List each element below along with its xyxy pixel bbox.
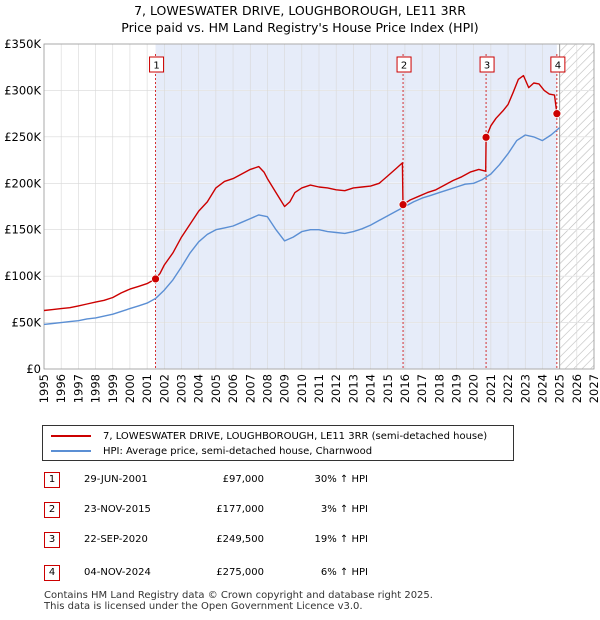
chart-title-line1: 7, LOWESWATER DRIVE, LOUGHBOROUGH, LE11 … xyxy=(134,3,466,18)
x-tick-label: 2002 xyxy=(157,374,171,403)
transaction-hpi: 19% ↑ HPI xyxy=(314,534,368,545)
x-tick-label: 2025 xyxy=(553,374,567,403)
x-tick-label: 2023 xyxy=(518,374,532,403)
x-tick-label: 2016 xyxy=(398,374,412,403)
y-tick-label: £200K xyxy=(4,176,41,190)
legend-item-hpi: HPI: Average price, semi-detached house,… xyxy=(51,444,372,458)
legend-swatch-hpi xyxy=(51,450,91,452)
y-tick-label: £350K xyxy=(4,37,41,51)
transaction-date: 23-NOV-2015 xyxy=(84,504,151,515)
chart-title-line2: Price paid vs. HM Land Registry's House … xyxy=(121,20,479,35)
x-tick-label: 2024 xyxy=(535,374,549,403)
footer-copyright: Contains HM Land Registry data © Crown c… xyxy=(44,590,433,601)
transaction-date: 22-SEP-2020 xyxy=(84,534,148,545)
legend-label-property: 7, LOWESWATER DRIVE, LOUGHBOROUGH, LE11 … xyxy=(103,430,488,442)
transaction-number: 1 xyxy=(44,472,60,488)
legend-item-property: 7, LOWESWATER DRIVE, LOUGHBOROUGH, LE11 … xyxy=(51,429,487,443)
x-tick-label: 2010 xyxy=(295,374,309,403)
sale-label: 2 xyxy=(401,61,407,72)
series-line-hpi xyxy=(43,127,561,326)
sale-label: 3 xyxy=(484,61,490,72)
x-tick-label: 2007 xyxy=(243,374,257,403)
sale-label: 1 xyxy=(153,61,159,72)
price-chart: £0 £50K £100K £150K £200K £250K £300K £350K 1995… xyxy=(4,37,600,403)
x-tick-label: 1998 xyxy=(89,374,103,403)
x-tick-label: 2008 xyxy=(260,374,274,403)
x-tick-label: 2009 xyxy=(278,374,292,403)
sale-point xyxy=(552,109,562,119)
x-tick-label: 2014 xyxy=(364,374,378,403)
transaction-row: 4 04-NOV-2024 £275,000 6% ↑ HPI xyxy=(44,565,504,581)
x-tick-label: 2005 xyxy=(209,374,223,403)
x-tick-label: 2012 xyxy=(329,374,343,403)
legend-swatch-property xyxy=(51,435,91,437)
legend-label-hpi: HPI: Average price, semi-detached house,… xyxy=(103,445,373,457)
transaction-row: 2 23-NOV-2015 £177,000 3% ↑ HPI xyxy=(44,502,504,518)
plot-border xyxy=(43,43,595,370)
transaction-price: £249,500 xyxy=(216,534,264,545)
series-line-property xyxy=(43,74,558,312)
x-tick-label: 2019 xyxy=(450,374,464,403)
sale-label-box xyxy=(479,56,495,73)
x-tick-label: 2006 xyxy=(226,374,240,403)
x-tick-label: 2004 xyxy=(192,374,206,403)
y-tick-label: £50K xyxy=(12,316,42,330)
legend: 7, LOWESWATER DRIVE, LOUGHBOROUGH, LE11 … xyxy=(42,425,514,461)
sale-point xyxy=(398,200,408,210)
transaction-hpi: 6% ↑ HPI xyxy=(320,567,368,578)
x-tick-label: 2020 xyxy=(467,374,481,403)
footer-licence: This data is licensed under the Open Gov… xyxy=(44,601,363,612)
transaction-price: £275,000 xyxy=(216,567,264,578)
transaction-date: 04-NOV-2024 xyxy=(84,567,151,578)
transaction-number: 3 xyxy=(44,532,60,548)
x-tick-label: 2027 xyxy=(587,374,600,403)
sale-label: 4 xyxy=(555,61,561,72)
x-tick-label: 2015 xyxy=(381,374,395,403)
sale-point xyxy=(151,274,160,284)
transaction-hpi: 30% ↑ HPI xyxy=(314,474,368,485)
transaction-price: £177,000 xyxy=(216,504,264,515)
sale-label-box xyxy=(149,56,165,73)
transaction-number: 2 xyxy=(44,502,60,518)
ownership-shading xyxy=(155,44,557,369)
x-tick-label: 1997 xyxy=(71,374,85,403)
transaction-row: 3 22-SEP-2020 £249,500 19% ↑ HPI xyxy=(44,532,504,548)
y-tick-label: £300K xyxy=(4,83,41,97)
transaction-row: 1 29-JUN-2001 £97,000 30% ↑ HPI xyxy=(44,472,504,488)
chart-title: 7, LOWESWATER DRIVE, LOUGHBOROUGH, LE11 … xyxy=(0,2,600,36)
transaction-price: £97,000 xyxy=(222,474,264,485)
y-tick-label: £250K xyxy=(4,130,41,144)
x-tick-label: 1995 xyxy=(37,374,51,403)
x-tick-label: 2018 xyxy=(432,374,446,403)
x-tick-label: 2011 xyxy=(312,374,326,403)
footer: Contains HM Land Registry data © Crown c… xyxy=(44,590,433,612)
y-tick-label: £150K xyxy=(4,223,41,237)
x-tick-label: 2000 xyxy=(123,374,137,403)
sale-label-box xyxy=(550,56,566,73)
x-tick-label: 1999 xyxy=(106,374,120,403)
sale-point xyxy=(481,132,491,142)
transaction-hpi: 3% ↑ HPI xyxy=(320,504,368,515)
y-tick-label: £0 xyxy=(26,362,41,376)
x-tick-label: 2026 xyxy=(570,374,584,403)
sale-label-box xyxy=(396,56,412,73)
x-tick-label: 2017 xyxy=(415,374,429,403)
x-tick-label: 2013 xyxy=(346,374,360,403)
y-tick-label: £100K xyxy=(4,269,41,283)
x-tick-label: 2001 xyxy=(140,374,154,403)
transaction-date: 29-JUN-2001 xyxy=(84,474,148,485)
transaction-number: 4 xyxy=(44,565,60,581)
x-tick-label: 2003 xyxy=(175,374,189,403)
x-tick-label: 2021 xyxy=(484,374,498,403)
x-tick-label: 2022 xyxy=(501,374,515,403)
x-tick-label: 1996 xyxy=(54,374,68,403)
